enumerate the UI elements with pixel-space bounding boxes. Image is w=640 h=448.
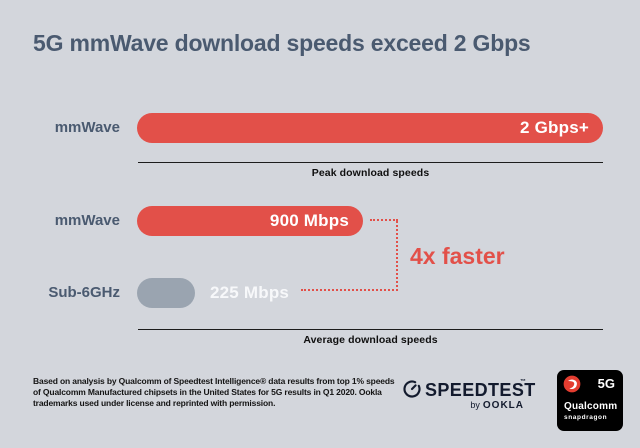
peak-axis-caption: Peak download speeds (311, 167, 430, 179)
avg-mmwave-label: mmWave (54, 212, 120, 229)
speedtest-logo: SPEEDTEST ™ by OOKLA (402, 379, 535, 411)
avg-mmwave-value: 900 Mbps (269, 211, 349, 230)
speedtest-byline: by OOKLA (470, 400, 524, 411)
avg-axis-caption: Average download speeds (303, 334, 438, 346)
avg-mmwave-bar: 900 Mbps (137, 206, 363, 236)
disclaimer-text: Based on analysis by Qualcomm of Speedte… (33, 376, 395, 408)
dotted-connector-bottom (301, 289, 398, 291)
snapdragon-logo-icon (563, 375, 581, 398)
dotted-connector-vertical (396, 221, 398, 291)
speedtest-wordmark: SPEEDTEST (425, 380, 536, 400)
badge-5g-label: 5G (597, 376, 615, 391)
peak-mmwave-bar: 2 Gbps+ (137, 113, 603, 143)
ookla-wordmark: OOKLA (482, 400, 524, 411)
avg-sub6-bar (137, 278, 195, 308)
peak-axis-line (138, 162, 603, 163)
avg-sub6-value: 225 Mbps (210, 283, 290, 302)
peak-mmwave-value: 2 Gbps+ (520, 118, 589, 137)
page-title: 5G mmWave download speeds exceed 2 Gbps (33, 30, 531, 56)
speedtest-gauge-icon (402, 379, 422, 404)
avg-sub6-label: Sub-6GHz (48, 284, 120, 301)
peak-mmwave-label: mmWave (54, 119, 120, 136)
faster-annotation: 4x faster (410, 243, 505, 269)
qualcomm-snapdragon-badge: 5G Qualcomm snapdragon (557, 370, 623, 431)
snapdragon-wordmark: snapdragon (564, 414, 608, 421)
speedtest-byline-prefix: by (470, 400, 480, 410)
qualcomm-wordmark: Qualcomm (564, 401, 618, 412)
speedtest-trademark: ™ (520, 379, 526, 385)
avg-axis-line (138, 329, 603, 330)
dotted-connector-top (370, 219, 398, 221)
